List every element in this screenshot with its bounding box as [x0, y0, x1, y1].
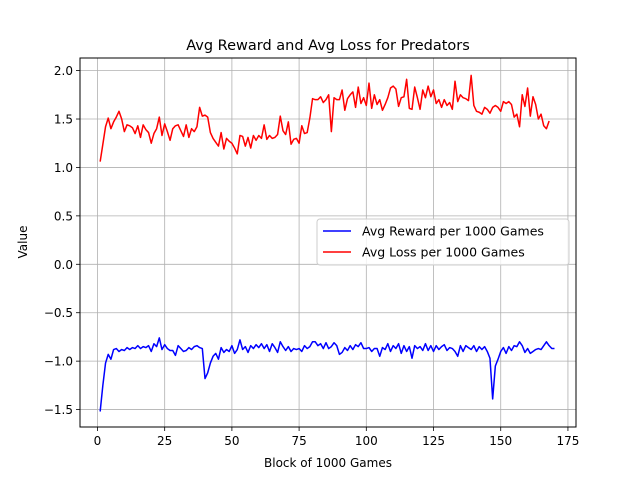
y-tick-label: −1.0	[44, 355, 73, 369]
x-tick-label: 25	[157, 434, 172, 448]
x-tick-label: 0	[94, 434, 102, 448]
loss-series-line	[99, 74, 550, 162]
y-tick-label: 2.0	[54, 64, 73, 78]
series-layer	[99, 74, 555, 412]
reward-series-line	[99, 337, 555, 412]
x-tick-label: 75	[291, 434, 306, 448]
ticks: 0 25 50 75 100 125 150 175 −1.5 −1.0 −0.5 0.0 0.5 1.0…	[44, 64, 580, 448]
y-tick-label: 1.0	[54, 161, 73, 175]
x-tick-label: 50	[224, 434, 239, 448]
y-tick-label: 1.5	[54, 113, 73, 127]
x-axis-label: Block of 1000 Games	[264, 456, 392, 470]
y-tick-label: −0.5	[44, 306, 73, 320]
grid	[80, 58, 576, 427]
legend-label-loss: Avg Loss per 1000 Games	[362, 245, 525, 260]
x-tick-label: 125	[422, 434, 445, 448]
legend-box	[316, 218, 570, 266]
y-tick-label: 0.5	[54, 209, 73, 223]
y-tick-label: −1.5	[44, 403, 73, 417]
x-tick-label: 175	[556, 434, 579, 448]
legend: Avg Reward per 1000 Games Avg Loss per 1…	[316, 218, 570, 266]
y-tick-label: 0.0	[54, 258, 73, 272]
legend-label-reward: Avg Reward per 1000 Games	[362, 224, 544, 239]
plot-frame	[79, 57, 577, 428]
x-tick-label: 150	[489, 434, 512, 448]
x-tick-label: 100	[355, 434, 378, 448]
y-axis-label: Value	[16, 226, 30, 259]
chart-title: Avg Reward and Avg Loss for Predators	[186, 38, 470, 54]
